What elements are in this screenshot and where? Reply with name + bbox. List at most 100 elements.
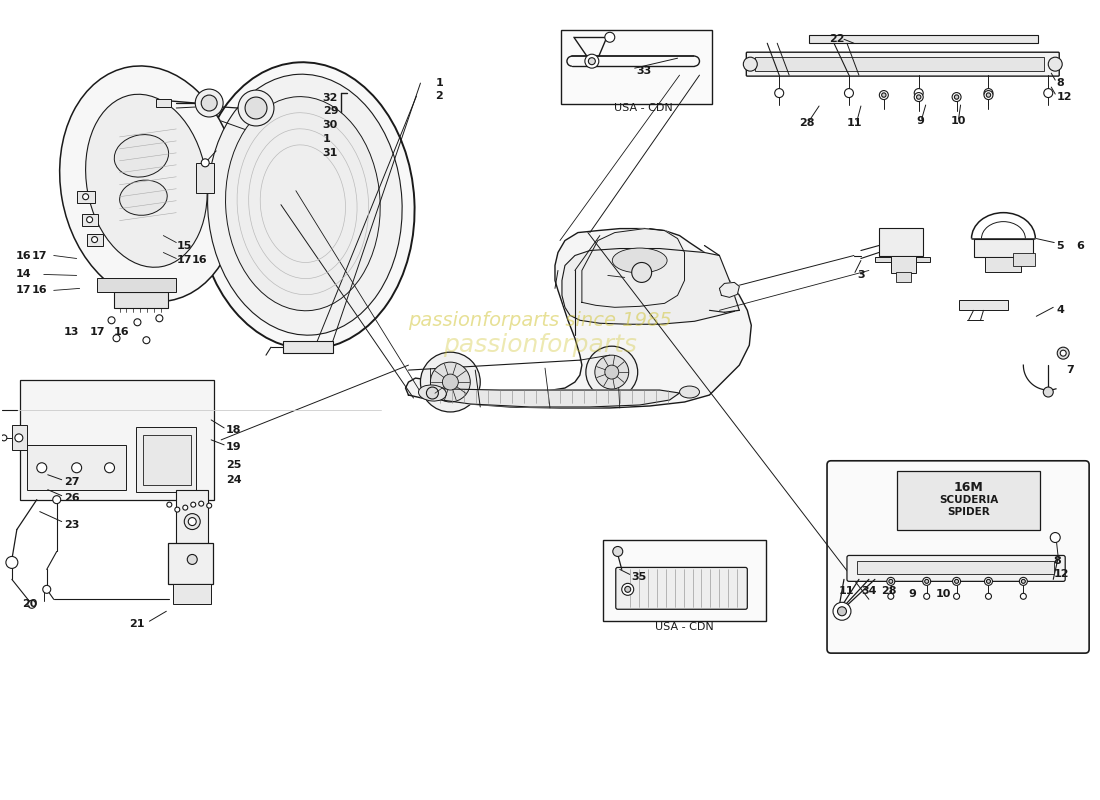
Text: 30: 30 <box>322 120 338 130</box>
Circle shape <box>15 434 23 442</box>
Text: 11: 11 <box>847 118 862 128</box>
Ellipse shape <box>59 66 239 302</box>
Text: 25: 25 <box>227 460 242 470</box>
Text: 17: 17 <box>176 255 191 266</box>
Circle shape <box>621 583 634 595</box>
FancyBboxPatch shape <box>1013 253 1035 266</box>
Circle shape <box>605 32 615 42</box>
FancyBboxPatch shape <box>986 257 1022 273</box>
Circle shape <box>923 578 931 586</box>
Circle shape <box>134 318 141 326</box>
Polygon shape <box>420 388 680 407</box>
Text: 10: 10 <box>950 116 966 126</box>
Circle shape <box>187 554 197 565</box>
Text: 23: 23 <box>64 519 79 530</box>
Circle shape <box>1022 579 1025 583</box>
Text: 10: 10 <box>936 590 952 599</box>
Text: 16: 16 <box>15 250 32 261</box>
Circle shape <box>245 97 267 119</box>
Text: 28: 28 <box>881 586 896 596</box>
Circle shape <box>613 546 623 557</box>
Text: 18: 18 <box>227 425 242 435</box>
Text: 14: 14 <box>15 270 32 279</box>
Text: SCUDERIA: SCUDERIA <box>939 494 998 505</box>
FancyBboxPatch shape <box>283 342 333 353</box>
Circle shape <box>156 314 163 322</box>
Text: 12: 12 <box>1056 92 1071 102</box>
Ellipse shape <box>418 385 447 401</box>
Circle shape <box>987 579 990 583</box>
FancyBboxPatch shape <box>896 470 1041 530</box>
Ellipse shape <box>226 97 381 310</box>
FancyBboxPatch shape <box>974 238 1033 257</box>
Text: 17: 17 <box>89 327 106 338</box>
Text: 28: 28 <box>799 118 815 128</box>
Text: 24: 24 <box>227 474 242 485</box>
Circle shape <box>595 355 629 389</box>
Circle shape <box>6 557 18 569</box>
Circle shape <box>833 602 851 620</box>
Circle shape <box>953 93 961 102</box>
Text: USA - CDN: USA - CDN <box>656 622 714 632</box>
Text: 33: 33 <box>637 66 652 76</box>
Circle shape <box>953 578 960 586</box>
Circle shape <box>955 95 959 99</box>
Text: passionforparts: passionforparts <box>443 333 637 357</box>
FancyBboxPatch shape <box>196 163 214 193</box>
Circle shape <box>87 217 92 222</box>
FancyBboxPatch shape <box>87 234 102 246</box>
FancyBboxPatch shape <box>77 190 95 202</box>
Text: 16: 16 <box>113 327 129 338</box>
Circle shape <box>1043 387 1053 397</box>
FancyBboxPatch shape <box>891 255 915 274</box>
Circle shape <box>108 317 115 324</box>
Text: USA - CDN: USA - CDN <box>614 103 673 113</box>
Text: 27: 27 <box>64 477 79 486</box>
Circle shape <box>837 606 847 616</box>
FancyBboxPatch shape <box>746 52 1059 76</box>
Circle shape <box>744 57 757 71</box>
Circle shape <box>925 579 928 583</box>
Circle shape <box>605 365 619 379</box>
FancyBboxPatch shape <box>879 228 923 255</box>
Circle shape <box>175 507 179 512</box>
FancyBboxPatch shape <box>26 445 126 490</box>
FancyBboxPatch shape <box>857 562 1054 574</box>
FancyBboxPatch shape <box>561 30 713 104</box>
Circle shape <box>113 334 120 342</box>
Circle shape <box>188 518 196 526</box>
FancyBboxPatch shape <box>847 555 1065 582</box>
Ellipse shape <box>208 74 403 335</box>
Circle shape <box>914 89 923 98</box>
Text: 8: 8 <box>1056 78 1064 88</box>
Text: 6: 6 <box>1076 241 1084 250</box>
Text: SPIDER: SPIDER <box>947 506 990 517</box>
Circle shape <box>586 346 638 398</box>
FancyBboxPatch shape <box>81 214 98 226</box>
Text: 15: 15 <box>176 241 191 250</box>
Text: 2: 2 <box>436 91 443 101</box>
Text: 11: 11 <box>839 586 855 596</box>
Text: 16: 16 <box>191 255 207 266</box>
FancyBboxPatch shape <box>143 435 191 485</box>
Text: 12: 12 <box>1053 570 1069 579</box>
Circle shape <box>1020 578 1027 586</box>
FancyBboxPatch shape <box>616 567 747 610</box>
Circle shape <box>1048 57 1063 71</box>
Circle shape <box>238 90 274 126</box>
Circle shape <box>585 54 598 68</box>
FancyBboxPatch shape <box>827 461 1089 653</box>
FancyBboxPatch shape <box>168 542 213 584</box>
Circle shape <box>43 586 51 594</box>
Circle shape <box>879 90 889 99</box>
Circle shape <box>625 586 630 592</box>
Circle shape <box>889 579 893 583</box>
Circle shape <box>72 462 81 473</box>
Text: 19: 19 <box>227 442 242 452</box>
Circle shape <box>774 89 783 98</box>
FancyBboxPatch shape <box>603 539 767 622</box>
FancyBboxPatch shape <box>176 490 208 545</box>
Text: 16: 16 <box>32 286 47 295</box>
Ellipse shape <box>197 62 415 349</box>
Circle shape <box>442 374 459 390</box>
